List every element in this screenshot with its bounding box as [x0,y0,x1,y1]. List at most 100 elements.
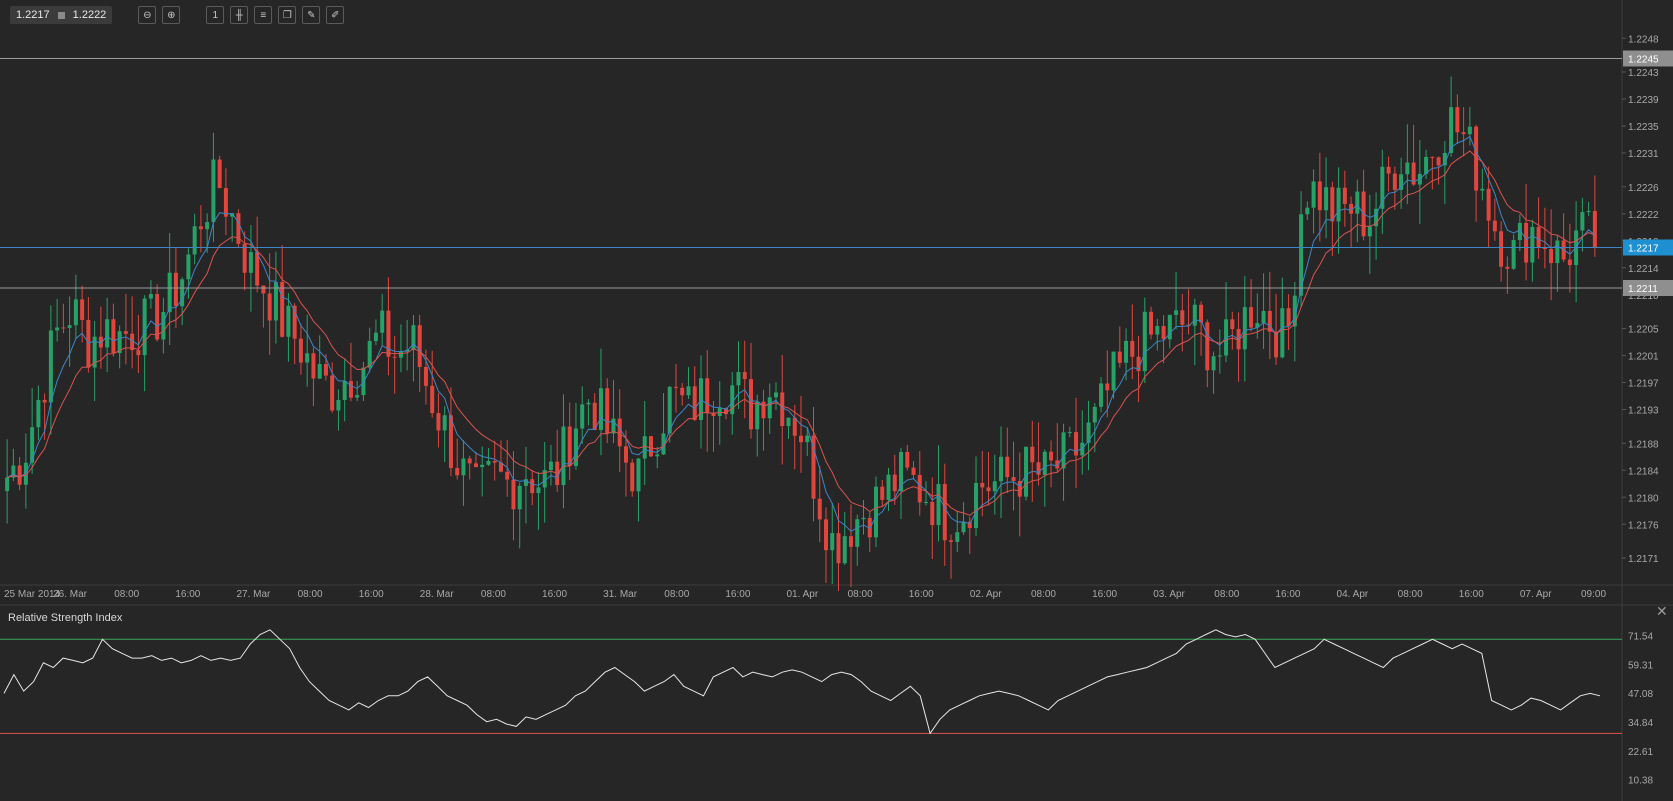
candle-body [1524,222,1529,263]
copy-icon: ❐ [282,9,292,21]
candle-body [924,501,929,503]
candle-body [592,402,597,430]
candle-body [661,433,666,455]
candle-body [442,415,447,431]
edit-icon: ✎ [307,9,316,21]
candle-body [930,501,935,526]
toolbar: 1.2217 1.2222 ⊖ ⊕ 1 ╫ ≡ ❐ ✎ ✐ [10,4,345,26]
candle-body [467,458,472,464]
candle-body [1086,422,1091,443]
candle-body [680,387,685,396]
candle-body [523,479,528,486]
candle-body [473,463,478,468]
candle-body [17,465,22,485]
candle-body [1424,156,1429,174]
candle-body [936,483,941,526]
candle-body [1461,132,1466,135]
candle-body [211,159,216,223]
candle-body [55,327,60,331]
y-axis-tick-label: 1.2239 [1628,95,1659,106]
candle-body [1330,187,1335,222]
candle-body [980,482,985,488]
candle-body [586,402,591,405]
candle-body [167,272,172,313]
candle-body [1149,311,1154,335]
candle-body [336,399,341,411]
x-axis-tick-label: 04. Apr [1337,589,1369,600]
candle-body [580,404,585,429]
ask-price: 1.2222 [72,9,107,21]
y-axis-tick-label: 1.2231 [1628,149,1659,160]
candle-body [1205,322,1210,371]
rsi-y-axis-tick-label: 22.61 [1628,747,1653,758]
rsi-y-axis-tick-label: 47.08 [1628,689,1653,700]
rsi-y-axis-tick-label: 71.54 [1628,632,1653,643]
candle-body [423,366,428,386]
candle-body [1455,107,1460,133]
candle-body [1230,319,1235,330]
timeframe-button[interactable]: 1 [206,6,225,24]
candle-body [767,397,772,419]
lower-horizontal-line-label-bg [1623,280,1673,296]
candle-body [248,252,253,273]
candle-body [373,332,378,342]
candle-body [1336,187,1341,222]
candle-body [198,226,203,230]
candle-body [955,532,960,542]
candle-body [323,363,328,376]
templates-button[interactable]: ❐ [278,6,297,24]
candle-body [567,426,572,466]
candle-body [836,533,841,564]
candle-body [430,385,435,414]
zoom-out-icon: ⊖ [143,9,152,21]
y-axis-tick-label: 1.2176 [1628,520,1659,531]
candles-layer [5,76,1597,592]
upper-horizontal-line-label-bg [1623,50,1673,67]
fast-moving-average-line [6,135,1596,532]
candle-body [105,319,110,348]
edit-button[interactable]: ✎ [302,6,321,24]
x-axis-tick-label: 16:00 [1459,589,1484,600]
candle-body [498,462,503,472]
candle-body [148,294,153,299]
candle-body [1067,432,1072,434]
candle-body [999,456,1004,482]
draw-button[interactable]: ✐ [326,6,345,24]
x-axis-tick-label: 08:00 [664,589,689,600]
y-axis-tick-label: 1.2214 [1628,264,1659,275]
zoom-in-button[interactable]: ⊕ [162,6,181,24]
candle-body [967,521,972,529]
candle-body [723,408,728,415]
chart-type-button[interactable]: ╫ [230,6,249,24]
pen-icon: ✐ [331,9,340,21]
candle-body [811,435,816,499]
indicators-button[interactable]: ≡ [254,6,273,24]
candle-body [905,452,910,468]
x-axis-tick-label: 08:00 [1214,589,1239,600]
zoom-out-button[interactable]: ⊖ [138,6,157,24]
bid-ask-box[interactable]: 1.2217 1.2222 [10,6,113,24]
candle-body [705,378,710,414]
candle-body [86,319,91,368]
close-icon[interactable]: ✕ [1656,603,1668,619]
candle-body [480,464,485,468]
candle-body [1305,207,1310,215]
candle-body [1430,156,1435,158]
candle-body [67,325,72,328]
spread-separator-icon [57,11,65,19]
candle-body [617,418,622,447]
candle-body [899,452,904,492]
candle-body [730,385,735,415]
x-axis-tick-label: 07. Apr [1520,589,1552,600]
candle-body [5,477,10,492]
candle-body [742,372,747,380]
x-axis-tick-label: 08:00 [1031,589,1056,600]
candle-body [1467,126,1472,135]
x-axis-tick-label: 03. Apr [1153,589,1185,600]
candle-body [217,159,222,189]
candle-body [1480,188,1485,191]
x-axis-tick-label: 16:00 [909,589,934,600]
candle-body [1142,311,1147,372]
candle-body [123,331,128,334]
